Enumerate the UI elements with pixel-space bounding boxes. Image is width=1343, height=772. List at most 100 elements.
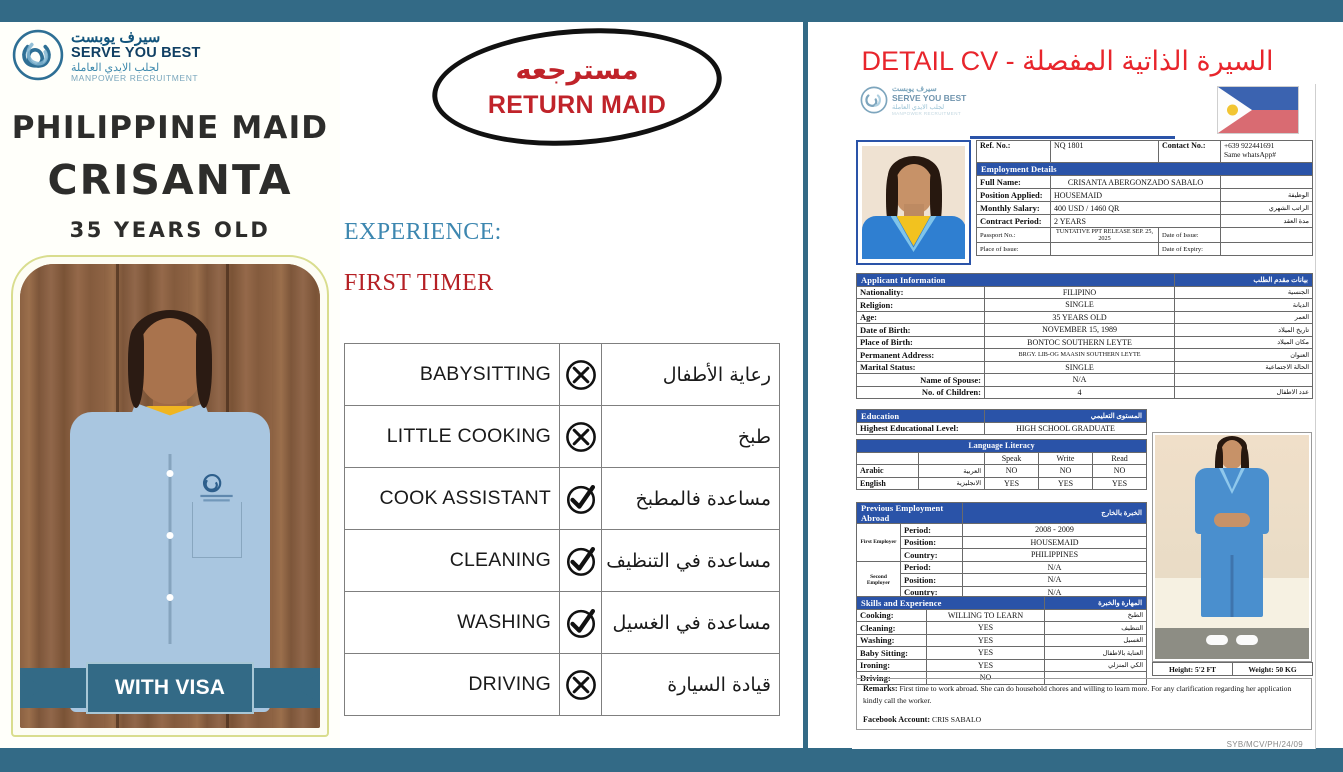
document-code: SYB/MCV/PH/24/09: [1226, 740, 1303, 749]
pob-value: BONTOC SOUTHERN LEYTE: [983, 335, 1176, 349]
second-period-label: Period:: [899, 560, 964, 574]
cross-icon: [565, 669, 596, 700]
date-of-issue-label: Date of Issue:: [1158, 227, 1221, 243]
check-icon: [566, 546, 595, 576]
skill-mark-cell: [559, 653, 602, 716]
pob-label: Place of Birth:: [856, 335, 985, 349]
table-row: Arabic العربية NO NO NO: [856, 464, 1148, 478]
table-row: LITTLE COOKING طبخ: [344, 405, 780, 468]
candidate-age: 35 YEARS OLD: [69, 218, 271, 242]
dob-arabic: تاريخ الميلاد: [1174, 323, 1314, 337]
english-read: YES: [1091, 476, 1148, 490]
table-row: Age: 35 YEARS OLD العمر: [856, 310, 1314, 324]
cv-portrait-frame: [856, 140, 971, 265]
top-accent-bar: [0, 0, 1343, 22]
experience-label: EXPERIENCE:: [344, 219, 502, 245]
arabic-speak: NO: [984, 464, 1039, 478]
language-literacy-table: Language Literacy Speak Write Read Arabi…: [855, 439, 1148, 490]
table-row: Place of Issue: Date of Expiry:: [976, 242, 1313, 256]
cleaning-arabic: التنظيف: [1044, 621, 1148, 635]
cv-fullbody-frame: [1152, 432, 1312, 662]
lang-blank-2: [918, 451, 985, 465]
cv-logo-english-tagline: MANPOWER RECRUITMENT: [892, 111, 961, 116]
candidate-name: CRISANTA: [47, 156, 293, 204]
date-of-expiry-value: [1220, 242, 1313, 256]
col-read: Read: [1091, 451, 1148, 465]
ref-no-label: Ref. No.:: [976, 140, 1051, 163]
pob-arabic: مكان الميلاد: [1174, 335, 1314, 349]
ironing-label: Ironing:: [856, 658, 927, 672]
table-row: Ref. No.: NQ 1801 Contact No.: +639 9224…: [976, 140, 1313, 163]
religion-value: SINGLE: [983, 298, 1176, 312]
remarks-label: Remarks:: [863, 684, 898, 693]
first-country-label: Country:: [899, 548, 964, 562]
passport-no-label: Passport No.:: [976, 227, 1051, 243]
table-row: COOK ASSISTANT مساعدة فالمطبخ: [344, 467, 780, 530]
skill-mark-cell: [559, 467, 602, 530]
cv-title: السيرة الذاتية المفصلة - DETAIL CV: [861, 46, 1274, 76]
applicant-information-section-label: Applicant Information: [855, 273, 1176, 287]
driving-arabic: [1044, 671, 1148, 685]
hair-left: [128, 328, 144, 408]
cv-fullbody-photo: [1155, 435, 1309, 659]
lang-blank-1: [856, 451, 919, 465]
washing-value: YES: [925, 633, 1046, 647]
panel-divider: [803, 22, 808, 748]
section-header: Employment Details: [976, 162, 1313, 176]
skill-english: COOK ASSISTANT: [344, 467, 560, 530]
cv-logo-arabic-name: سيرف يوبست: [892, 84, 937, 93]
table-row: Country: PHILIPPINES: [857, 548, 1148, 562]
table-row: Permanent Address: BRGY. LIB-OG MAASIN S…: [856, 348, 1314, 362]
english-write: YES: [1038, 476, 1093, 490]
check-icon: [566, 484, 595, 514]
logo-arabic-tagline: لجلب الايدي العاملة: [71, 61, 160, 74]
english-speak: YES: [984, 476, 1039, 490]
candidate-photo: WITH VISA: [20, 264, 320, 728]
check-icon: [566, 608, 595, 638]
position-arabic: الوظيفة: [1220, 188, 1313, 202]
address-value: BRGY. LIB-OG MAASIN SOUTHERN LEYTE: [983, 348, 1176, 362]
dob-label: Date of Birth:: [856, 323, 985, 337]
employment-details-table: Ref. No.: NQ 1801 Contact No.: +639 9224…: [976, 140, 1313, 256]
education-table: Education المستوى التعليمي Highest Educa…: [856, 409, 1147, 435]
marital-status-value: SINGLE: [983, 360, 1176, 374]
date-of-issue-value: [1220, 227, 1313, 243]
cv-logo-english-name: SERVE YOU BEST: [892, 93, 967, 103]
table-row: First Employer Period: 2008 - 2009: [856, 523, 1148, 562]
visa-ribbon: WITH VISA: [20, 662, 320, 714]
table-row: Date of Birth: NOVEMBER 15, 1989 تاريخ ا…: [856, 323, 1314, 337]
first-position-label: Position:: [899, 535, 964, 549]
table-row: Second Employer Period: N/A: [856, 560, 1148, 599]
arabic-lang-label: Arabic: [856, 464, 919, 478]
ironing-value: YES: [925, 658, 1046, 672]
place-of-issue-value: [1050, 242, 1159, 256]
table-row: Washing: YES الغسيل: [856, 633, 1148, 647]
cleaning-label: Cleaning:: [856, 621, 927, 635]
logo-arabic-name: سيرف يوبست: [71, 29, 161, 46]
nationality-label: Nationality:: [856, 285, 985, 299]
table-row: Nationality: FILIPINO الجنسية: [856, 285, 1314, 299]
height-value: Height: 5'2 FT: [1152, 662, 1233, 676]
cooking-label: Cooking:: [856, 608, 927, 622]
skill-arabic: رعاية الأطفال: [601, 343, 780, 406]
table-row: DRIVING قيادة السيارة: [344, 653, 780, 716]
ref-no-value: NQ 1801: [1050, 140, 1159, 163]
first-position-value: HOUSEMAID: [962, 535, 1148, 549]
table-row: Cooking: WILLING TO LEARN الطبخ: [856, 608, 1148, 622]
table-row: Highest Educational Level: HIGH SCHOOL G…: [856, 421, 1147, 435]
facebook-value: CRIS SABALO: [932, 714, 982, 724]
table-row: Country: N/A: [857, 585, 1148, 599]
cv-portrait-photo: [862, 146, 965, 259]
logo-english-name: SERVE YOU BEST: [71, 45, 201, 61]
arabic-read: NO: [1091, 464, 1148, 478]
skills-experience-table: Skills and Experience المهارة والخبرة Co…: [855, 596, 1148, 685]
contact-no-value: +639 922441691 Same whatsApp#: [1220, 140, 1313, 163]
serve-you-best-logo-icon: [860, 86, 888, 114]
marital-status-arabic: الحالة الاجتماعية: [1174, 360, 1314, 374]
shirt-button: [166, 532, 174, 539]
skill-english: CLEANING: [344, 529, 560, 592]
skill-english: WASHING: [344, 591, 560, 654]
full-name-value: CRISANTA ABERGONZADO SABALO: [1050, 175, 1221, 189]
col-write: Write: [1038, 451, 1093, 465]
